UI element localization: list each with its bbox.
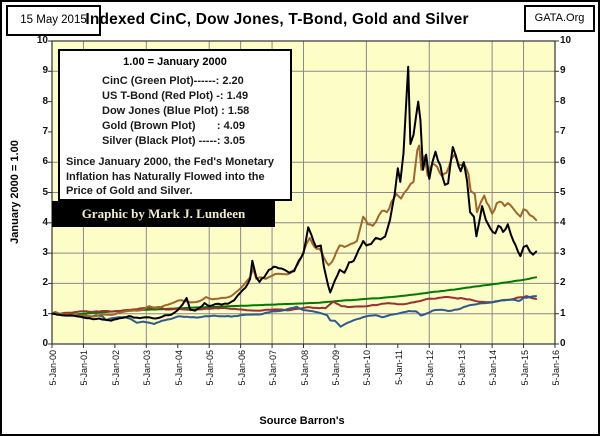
source-label: Source Barron's — [259, 415, 345, 427]
y-tick-label-left: 6 — [42, 156, 48, 168]
legend-box: 1.00 = January 2000 CinC (Green Plot)---… — [58, 49, 292, 201]
x-tick-label: 5-Jan-03 — [142, 350, 153, 386]
legend-title: 1.00 = January 2000 — [123, 56, 227, 68]
x-tick-label: 5-Jan-13 — [456, 350, 467, 386]
x-tick-label: 5-Jan-09 — [330, 350, 341, 386]
y-tick-label-left: 1 — [42, 307, 48, 319]
credit-bar: Graphic by Mark J. Lundeen — [52, 201, 275, 227]
x-tick-label: 5-Jan-15 — [519, 350, 530, 386]
date-box: 15 May 2015 — [6, 5, 101, 36]
x-tick-label: 5-Jan-08 — [299, 350, 310, 386]
org-box: GATA.Org — [524, 5, 595, 32]
x-tick-label: 5-Jan-07 — [268, 350, 279, 386]
x-tick-label: 5-Jan-02 — [110, 350, 121, 386]
y-tick-label-right: 0 — [560, 338, 566, 349]
y-tick-label-right: 7 — [560, 125, 566, 137]
y-tick-label-left: 0 — [42, 338, 48, 349]
x-tick-label: 5-Jan-00 — [48, 350, 58, 386]
legend-row-tbond: US T-Bond (Red Plot) -: 1.49 — [102, 90, 249, 102]
legend-row-silver: Silver (Black Plot) -----: 3.05 — [102, 135, 246, 147]
y-tick-label-left: 8 — [42, 95, 48, 107]
y-tick-label-left: 2 — [42, 277, 48, 289]
y-tick-label-left: 3 — [42, 247, 48, 259]
legend-rows: CinC (Green Plot)------: 2.20 US T-Bond … — [60, 74, 290, 149]
y-tick-label-right: 2 — [560, 277, 566, 289]
y-tick-label-right: 3 — [560, 247, 566, 259]
y-tick-label-right: 8 — [560, 95, 566, 107]
y-tick-label-left: 5 — [42, 186, 48, 198]
x-tick-label: 5-Jan-11 — [393, 350, 404, 385]
legend-row-dow: Dow Jones (Blue Plot) : 1.58 — [102, 105, 250, 117]
x-tick-label: 5-Jan-14 — [488, 350, 499, 386]
y-axis-title: January 2000 = 1.00 — [9, 140, 21, 244]
y-tick-label-left: 4 — [42, 216, 48, 228]
legend-note: Since January 2000, the Fed's Monetary I… — [66, 156, 275, 197]
y-tick-label-left: 7 — [42, 125, 48, 137]
page-title: Indexed CinC, Dow Jones, T-Bond, Gold an… — [85, 11, 469, 28]
y-tick-label-right: 5 — [560, 186, 566, 198]
legend-row-cinc: CinC (Green Plot)------: 2.20 — [102, 75, 244, 87]
x-tick-label: 5-Jan-04 — [173, 350, 184, 386]
y-tick-label-left: 9 — [42, 65, 48, 77]
date-label: 15 May 2015 — [20, 14, 87, 26]
x-tick-label: 5-Jan-01 — [79, 350, 90, 386]
y-tick-label-right: 4 — [560, 216, 566, 228]
x-tick-label: 5-Jan-06 — [236, 350, 247, 386]
x-tick-label: 5-Jan-12 — [425, 350, 436, 386]
legend-row-gold: Gold (Brown Plot) : 4.09 — [102, 120, 246, 132]
y-tick-label-right: 6 — [560, 156, 566, 168]
x-tick-label: 5-Jan-10 — [362, 350, 373, 386]
y-tick-label-right: 9 — [560, 65, 566, 77]
y-tick-label-left: 10 — [36, 35, 48, 46]
x-tick-label: 5-Jan-16 — [551, 350, 561, 386]
org-label: GATA.Org — [534, 12, 585, 24]
y-tick-label-right: 1 — [560, 307, 566, 319]
y-tick-label-right: 10 — [560, 35, 572, 46]
x-tick-label: 5-Jan-05 — [205, 350, 216, 386]
